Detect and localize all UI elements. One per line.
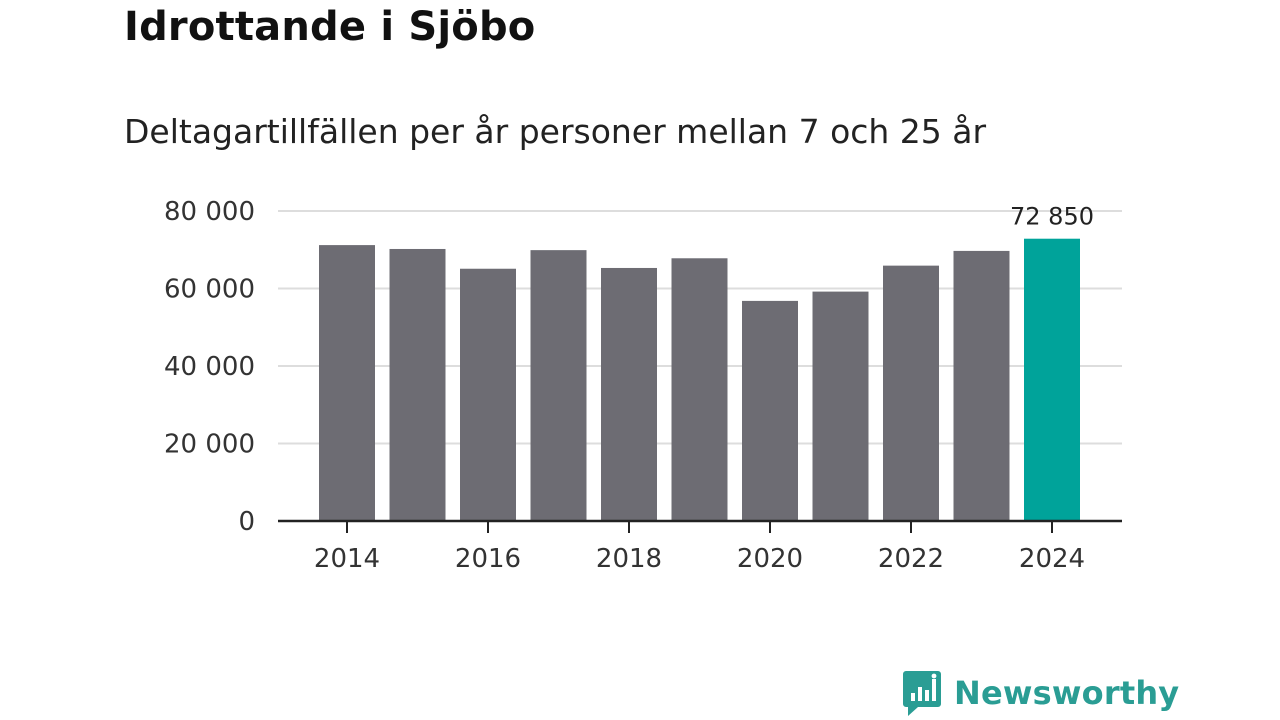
x-tick-label: 2020 xyxy=(737,544,803,574)
chart-subtitle: Deltagartillfällen per år personer mella… xyxy=(124,112,987,151)
bar-2016 xyxy=(460,268,516,521)
bar-2017 xyxy=(530,250,587,521)
y-tick-label: 80 000 xyxy=(164,197,255,227)
y-tick-label: 60 000 xyxy=(164,275,255,305)
newsworthy-logo-icon xyxy=(903,671,941,716)
labels: 0 20 000 40 000 60 000 80 000 2014 2016 2018 202… xyxy=(164,197,1094,574)
bar-2019 xyxy=(671,258,728,521)
bar-2022 xyxy=(883,265,939,521)
bar-2014 xyxy=(319,245,375,521)
bar-2020 xyxy=(742,300,798,521)
brand-name: Newsworthy xyxy=(954,674,1180,712)
x-tick-label: 2016 xyxy=(455,544,521,574)
y-tick-label: 40 000 xyxy=(164,352,255,382)
y-tick-label: 20 000 xyxy=(164,430,255,460)
bar-2023 xyxy=(953,250,1010,521)
bar-2021 xyxy=(812,291,869,521)
bars xyxy=(319,238,1080,522)
x-tick-label: 2014 xyxy=(314,544,380,574)
y-tick-label: 0 xyxy=(238,507,255,537)
highlight-value-label: 72 850 xyxy=(1010,203,1094,231)
x-tick-label: 2022 xyxy=(878,544,944,574)
brand-logo: Newsworthy xyxy=(902,668,1179,718)
x-tick-label: 2024 xyxy=(1019,544,1085,574)
bar-2018 xyxy=(601,267,657,521)
bar-2024 xyxy=(1024,238,1080,522)
axes xyxy=(278,519,1122,533)
chart-title: Idrottande i Sjöbo xyxy=(124,4,536,50)
bar-chart: 0 20 000 40 000 60 000 80 000 2014 2016 2018 202… xyxy=(164,197,1122,574)
x-tick-label: 2018 xyxy=(596,544,662,574)
bar-2015 xyxy=(389,248,446,521)
